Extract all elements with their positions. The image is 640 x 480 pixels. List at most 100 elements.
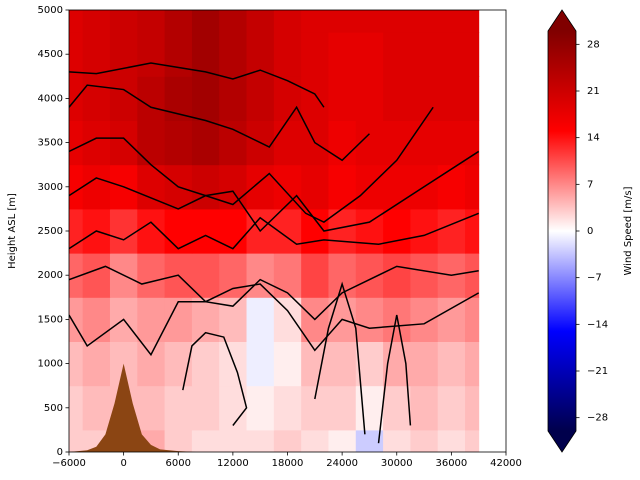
field-cell bbox=[301, 429, 329, 452]
field-cell bbox=[328, 253, 357, 298]
field-cell bbox=[383, 208, 411, 254]
field-cell bbox=[69, 253, 84, 298]
colorbar bbox=[548, 31, 576, 431]
field-cell bbox=[383, 164, 411, 210]
field-cell bbox=[301, 10, 329, 33]
x-tick-label: 36000 bbox=[435, 458, 467, 469]
field-cell bbox=[273, 32, 302, 77]
field-cell bbox=[301, 76, 329, 121]
field-cell bbox=[437, 341, 466, 387]
field-cell bbox=[219, 164, 248, 210]
field-cell bbox=[191, 208, 220, 254]
field-cell bbox=[191, 120, 220, 166]
field-cell bbox=[219, 120, 248, 166]
colorbar-tick-label: 14 bbox=[587, 133, 600, 144]
x-tick-label: 18000 bbox=[272, 458, 304, 469]
colorbar-tick-label: 21 bbox=[587, 86, 600, 97]
field-cell bbox=[301, 164, 329, 210]
field-cell bbox=[191, 253, 220, 298]
colorbar-frame bbox=[547, 9, 577, 453]
field-cell bbox=[82, 10, 111, 33]
field-cell bbox=[219, 253, 248, 298]
field-cell bbox=[219, 10, 248, 33]
streamline bbox=[69, 62, 325, 108]
field-cell bbox=[383, 76, 411, 121]
y-tick-label: 5000 bbox=[38, 5, 63, 16]
field-cell bbox=[246, 10, 275, 33]
field-cell bbox=[437, 429, 466, 452]
streamline bbox=[69, 265, 479, 321]
field-cell bbox=[219, 208, 248, 254]
field-cell bbox=[465, 253, 480, 298]
field-cell bbox=[82, 341, 111, 387]
x-tick-label: 6000 bbox=[166, 458, 191, 469]
field-cell bbox=[109, 76, 138, 121]
field-cell bbox=[437, 76, 466, 121]
field-cell bbox=[410, 32, 439, 77]
field-cell bbox=[191, 341, 220, 387]
field-cell bbox=[465, 32, 480, 77]
streamline bbox=[69, 283, 480, 357]
field-cell bbox=[69, 10, 84, 33]
field-cell bbox=[164, 208, 193, 254]
field-cell bbox=[437, 32, 466, 77]
field-cell bbox=[69, 164, 84, 210]
y-tick-label: 2000 bbox=[38, 270, 63, 281]
streamline bbox=[314, 281, 366, 435]
field-cell bbox=[82, 164, 111, 210]
field-cell bbox=[273, 253, 302, 298]
streamline bbox=[69, 106, 434, 224]
field-cell bbox=[69, 297, 84, 342]
field-cell bbox=[410, 76, 439, 121]
field-cell bbox=[191, 10, 220, 33]
field-cell bbox=[355, 76, 384, 121]
x-tick-label: 42000 bbox=[490, 458, 522, 469]
field-cell bbox=[82, 385, 111, 431]
colorbar-extend-bottom bbox=[548, 431, 576, 452]
field-cell bbox=[109, 10, 138, 33]
field-cell bbox=[69, 385, 84, 431]
field-cell bbox=[328, 164, 357, 210]
field-cell bbox=[246, 341, 275, 387]
field-cell bbox=[410, 341, 439, 387]
field-cell bbox=[465, 341, 480, 387]
field-cell bbox=[69, 32, 84, 77]
streamline bbox=[69, 212, 479, 250]
field-cell bbox=[137, 341, 166, 387]
field-cell bbox=[191, 32, 220, 77]
field-cell bbox=[246, 297, 275, 342]
field-cell bbox=[164, 385, 193, 431]
y-tick-label: 4000 bbox=[38, 93, 63, 104]
streamline bbox=[182, 331, 248, 426]
field-cell bbox=[437, 297, 466, 342]
colorbar-tick-label: −28 bbox=[587, 413, 608, 424]
field-cell bbox=[246, 32, 275, 77]
field-cell bbox=[465, 429, 480, 452]
streamline bbox=[377, 314, 412, 444]
y-tick-label: 3000 bbox=[38, 182, 63, 193]
field-cell bbox=[383, 10, 411, 33]
field-cell bbox=[301, 385, 329, 431]
field-cell bbox=[273, 164, 302, 210]
field-cell bbox=[301, 32, 329, 77]
field-cell bbox=[465, 385, 480, 431]
field-cell bbox=[355, 385, 384, 431]
field-cell bbox=[109, 208, 138, 254]
field-cell bbox=[273, 297, 302, 342]
field-cell bbox=[273, 341, 302, 387]
y-tick-label: 2500 bbox=[38, 226, 63, 237]
field-cell bbox=[437, 208, 466, 254]
field-cell bbox=[465, 208, 480, 254]
colorbar-extend-top bbox=[548, 10, 576, 31]
field-cell bbox=[383, 385, 411, 431]
field-cell bbox=[273, 385, 302, 431]
field-cell bbox=[410, 429, 439, 452]
field-cell bbox=[328, 341, 357, 387]
colorbar-tick-label: 28 bbox=[587, 39, 600, 50]
field-cell bbox=[383, 253, 411, 298]
field-cell bbox=[246, 76, 275, 121]
field-cell bbox=[355, 32, 384, 77]
field-cell bbox=[355, 429, 384, 452]
